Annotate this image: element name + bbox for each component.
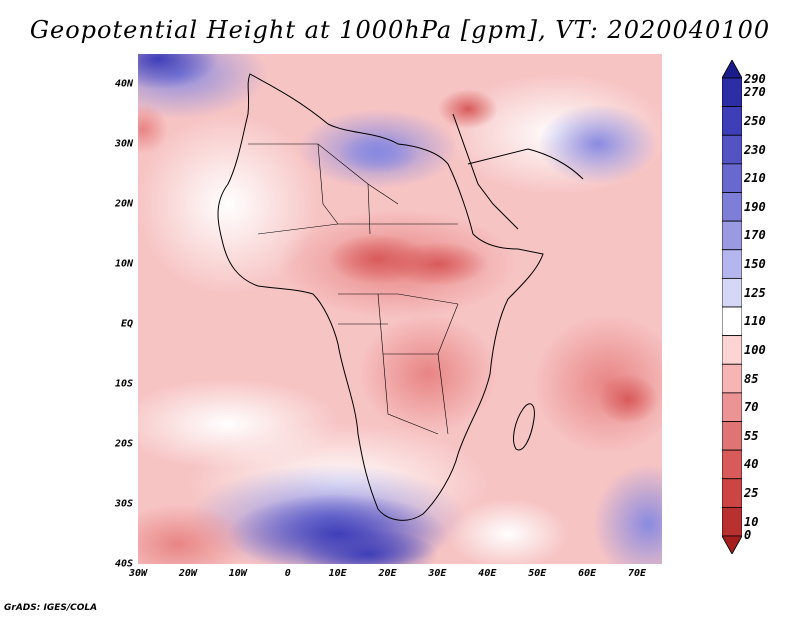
colorbar-segment (722, 77, 742, 108)
country-borders (248, 143, 459, 435)
colorbar-segment (722, 449, 742, 480)
colorbar-label: 170 (744, 228, 766, 243)
colorbar-label: 70 (744, 400, 759, 415)
grads-credit: GrADS: IGES/COLA (4, 603, 98, 613)
colorbar-label: 25 (744, 486, 759, 501)
lon-label: 70E (628, 568, 647, 579)
map-plot (138, 54, 662, 564)
colorbar-segment (722, 249, 742, 279)
colorbar-label: 210 (744, 171, 766, 186)
lat-label: EQ (120, 318, 133, 330)
lon-label: 40E (478, 568, 497, 579)
lon-label: 0 (284, 568, 291, 579)
colorbar-label: 100 (744, 342, 766, 357)
colorbar-segment (722, 392, 742, 422)
colorbar-label: 40 (744, 457, 759, 472)
coastlines (217, 73, 584, 521)
lon-label: 20W (178, 568, 197, 579)
colorbar-label: 110 (744, 314, 766, 329)
colorbar-label: 85 (744, 371, 759, 386)
colorbar-label: 0 (744, 528, 752, 542)
colorbar-label: 250 (744, 113, 766, 128)
lat-label: 20S (114, 438, 133, 450)
lat-label: 40N (114, 78, 133, 90)
colorbar-segment (722, 421, 742, 451)
colorbar-label: 55 (744, 428, 759, 443)
lon-label: 20E (378, 568, 397, 579)
colorbar-segment (722, 220, 742, 251)
colorbar-segment (722, 192, 742, 222)
colorbar-label: 150 (744, 257, 766, 272)
colorbar-label: 10 (744, 514, 759, 529)
colorbar-segment (722, 60, 742, 79)
colorbar-label: 290 (744, 72, 766, 86)
colorbar-segment (722, 163, 742, 193)
lon-label: 30W (128, 568, 148, 579)
colorbar-segment (722, 506, 742, 537)
colorbar (722, 60, 742, 554)
lon-label: 50E (528, 568, 547, 579)
lon-label: 10W (228, 568, 247, 579)
lat-label: 40S (114, 558, 133, 570)
colorbar-segment (722, 535, 742, 554)
geopotential-field (138, 54, 662, 564)
lat-label: 10N (114, 258, 133, 270)
lat-label: 30S (114, 498, 133, 510)
colorbar-label: 270 (744, 85, 766, 100)
colorbar-segment (722, 335, 742, 365)
lat-label: 30N (114, 138, 133, 150)
colorbar-segment (722, 306, 742, 337)
colorbar-segment (722, 134, 742, 165)
colorbar-segment (722, 478, 742, 508)
colorbar-segment (722, 106, 742, 136)
lon-label: 30E (428, 568, 447, 579)
lat-label: 20N (114, 198, 133, 210)
lon-label: 60E (578, 568, 597, 579)
colorbar-label: 190 (744, 199, 766, 214)
lon-label: 10E (328, 568, 347, 579)
map-title: Geopotential Height at 1000hPa [gpm], VT… (29, 16, 771, 44)
colorbar-segment (722, 363, 742, 394)
colorbar-segment (722, 277, 742, 308)
colorbar-label: 230 (744, 142, 766, 157)
colorbar-label: 125 (744, 285, 766, 300)
lat-label: 10S (114, 378, 133, 390)
